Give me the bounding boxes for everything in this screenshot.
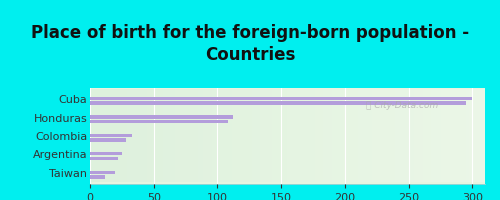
Text: ⓘ City-Data.com: ⓘ City-Data.com (366, 101, 439, 110)
Bar (90, 134, 132, 137)
Bar (90, 171, 116, 174)
Bar (90, 97, 472, 100)
Bar (90, 152, 122, 155)
Bar (90, 115, 233, 119)
Bar (90, 175, 106, 179)
Bar (90, 138, 126, 142)
Bar (90, 120, 228, 123)
Bar (90, 157, 118, 160)
Bar (90, 101, 466, 105)
Text: Place of birth for the foreign-born population -
Countries: Place of birth for the foreign-born popu… (31, 24, 469, 64)
